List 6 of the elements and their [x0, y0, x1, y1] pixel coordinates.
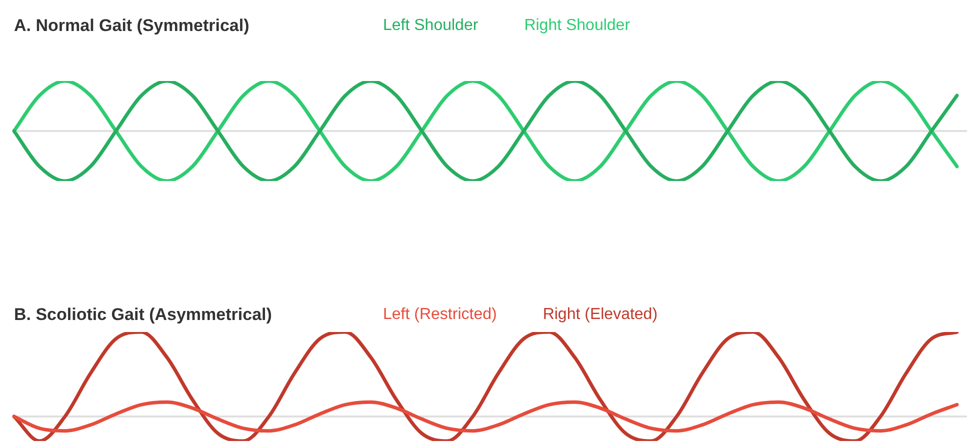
series-label: Right (Elevated) [542, 306, 658, 324]
text: Left Shoulder [383, 17, 478, 35]
chart-title: A. Normal Gait (Symmetrical) [14, 16, 250, 36]
text: Right Shoulder [524, 17, 630, 35]
text: Left (Restricted) [383, 306, 497, 324]
chart-title: B. Scoliotic Gait (Asymmetrical) [14, 305, 273, 325]
